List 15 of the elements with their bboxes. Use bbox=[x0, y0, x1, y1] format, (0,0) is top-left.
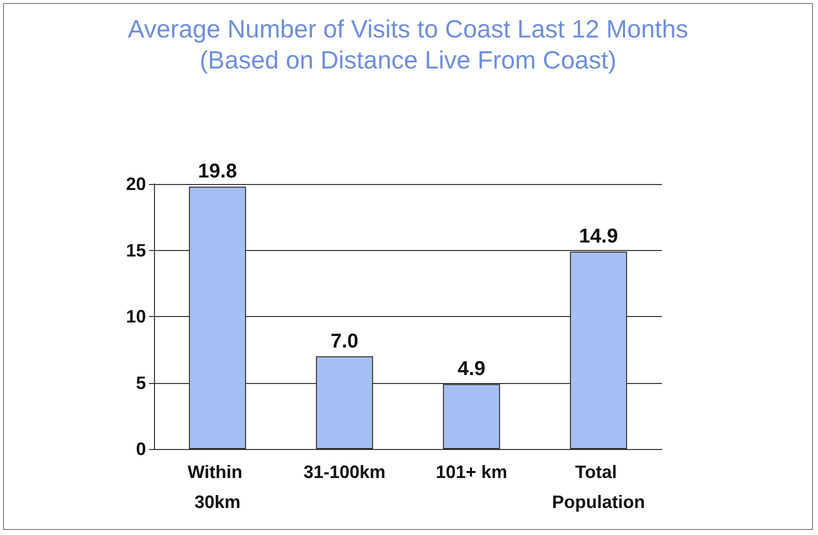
y-tick-label: 0 bbox=[136, 439, 146, 459]
data-label: 4.9 bbox=[458, 358, 486, 380]
data-label: 7.0 bbox=[330, 330, 358, 352]
y-tick-label: 10 bbox=[126, 306, 146, 326]
y-tick-label: 20 bbox=[126, 174, 146, 194]
data-label: 19.8 bbox=[198, 160, 237, 183]
chart-title: Average Number of Visits to Coast Last 12 Months bbox=[128, 16, 688, 44]
x-tick-label: Total Population bbox=[552, 462, 645, 512]
x-tick-label: 31-100km bbox=[303, 462, 386, 482]
y-tick-label: 15 bbox=[126, 240, 146, 260]
chart-subtitle: (Based on Distance Live From Coast) bbox=[200, 46, 616, 74]
x-tick-label: Within 30km bbox=[188, 462, 248, 512]
x-tick-label: 101+ km bbox=[436, 462, 508, 482]
data-label: 14.9 bbox=[579, 226, 618, 248]
y-tick-label: 5 bbox=[136, 372, 146, 393]
